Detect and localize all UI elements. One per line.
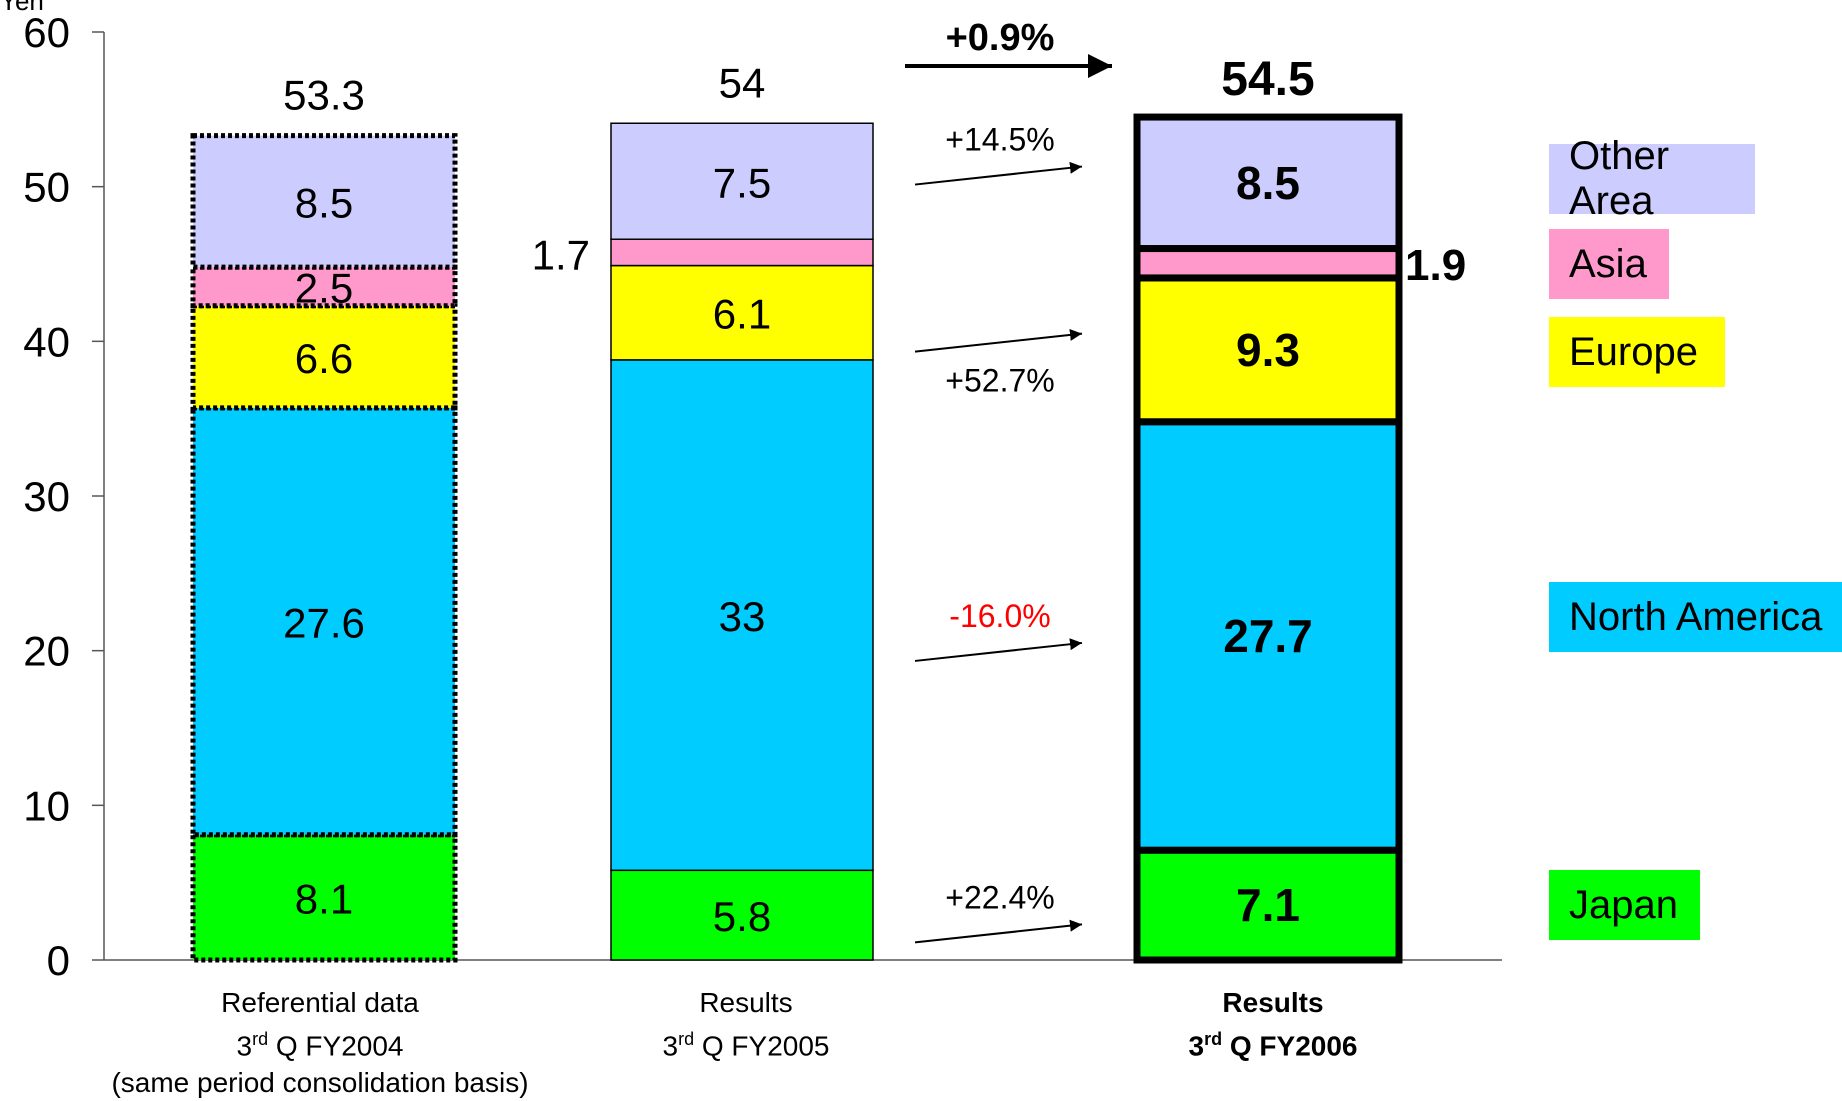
y-tick-label: 10 — [23, 782, 70, 829]
data-label: 9.3 — [1236, 324, 1300, 376]
y-tick-label: 60 — [23, 9, 70, 56]
y-tick-label: 30 — [23, 473, 70, 520]
legend-north-america: North America — [1549, 582, 1842, 652]
total-label: 54 — [719, 59, 766, 106]
change-arrow — [914, 638, 1083, 662]
y-tick-label: 50 — [23, 164, 70, 211]
category-line2: 3rd Q FY2004 — [236, 1029, 404, 1062]
data-label: 8.5 — [295, 179, 353, 226]
data-label: 8.5 — [1236, 157, 1300, 209]
legend-label-north-america: North America — [1569, 594, 1823, 639]
change-arrow — [914, 161, 1083, 186]
category-line1: Referential data — [221, 987, 419, 1018]
legend-asia: Asia — [1549, 229, 1669, 299]
bar-segment-north-america — [610, 359, 874, 872]
bar-segment-japan — [1133, 846, 1403, 964]
bar-segment-europe — [610, 264, 874, 361]
bar-segment-europe — [1133, 274, 1403, 426]
y-tick-label: 20 — [23, 628, 70, 675]
change-label: +14.5% — [945, 122, 1054, 158]
total-label: 53.3 — [283, 72, 365, 119]
data-label: 6.1 — [713, 291, 771, 338]
change-label: +22.4% — [945, 879, 1054, 915]
bar-segment-japan — [610, 869, 874, 961]
legend-label-other-area: Other Area — [1569, 134, 1670, 223]
bar-segment-europe — [190, 303, 458, 411]
category-label-fy2006: Results 3rd Q FY2006 — [1189, 984, 1358, 1064]
category-line1: Results — [699, 987, 793, 1018]
data-label: 7.5 — [713, 159, 771, 206]
legend-japan: Japan — [1549, 870, 1700, 940]
y-axis-unit: Yen — [0, 0, 44, 16]
category-line3: (same period consolidation basis) — [111, 1067, 529, 1099]
category-line2: 3rd Q FY2006 — [1188, 1029, 1358, 1062]
bar-segment-other-area — [190, 133, 458, 270]
change-arrow — [914, 328, 1083, 353]
change-label: +0.9% — [946, 17, 1055, 59]
data-label: 2.5 — [295, 264, 353, 311]
data-label: 7.1 — [1236, 879, 1300, 931]
legend-label-japan: Japan — [1569, 882, 1678, 927]
legend-label-asia: Asia — [1569, 241, 1647, 286]
category-label-fy2005: Results 3rd Q FY2005 — [663, 984, 830, 1064]
legend-europe: Europe — [1549, 317, 1725, 387]
y-tick-label: 0 — [47, 937, 70, 984]
bar-segment-other-area — [1133, 113, 1403, 253]
bar-segment-japan — [190, 832, 458, 963]
category-label-fy2004: Referential data 3rd Q FY2004 (same peri… — [111, 984, 528, 1101]
change-arrow — [914, 919, 1083, 944]
data-label: 27.6 — [283, 599, 365, 646]
total-label: 54.5 — [1221, 53, 1314, 106]
y-tick-label: 40 — [23, 318, 70, 365]
data-label: 33 — [719, 593, 766, 640]
data-label: 6.6 — [295, 335, 353, 382]
legend-label-europe: Europe — [1569, 329, 1698, 374]
category-line2: 3rd Q FY2005 — [662, 1029, 830, 1062]
bar-segment-asia — [1133, 245, 1403, 282]
data-label: 1.9 — [1405, 241, 1466, 290]
data-label: 27.7 — [1223, 610, 1313, 662]
change-label: +52.7% — [945, 363, 1054, 399]
bar-segment-north-america — [1133, 418, 1403, 854]
change-label: -16.0% — [949, 598, 1050, 634]
data-label: 5.8 — [713, 893, 771, 940]
bar-segment-asia — [190, 264, 458, 309]
category-line1: Results — [1222, 987, 1324, 1018]
data-label: 1.7 — [532, 231, 590, 278]
bar-segment-north-america — [190, 405, 458, 838]
data-label: 8.1 — [295, 875, 353, 922]
legend-other-area: Other Area — [1549, 134, 1755, 223]
bar-segment-other-area — [610, 122, 874, 241]
bar-segment-asia — [610, 238, 874, 267]
